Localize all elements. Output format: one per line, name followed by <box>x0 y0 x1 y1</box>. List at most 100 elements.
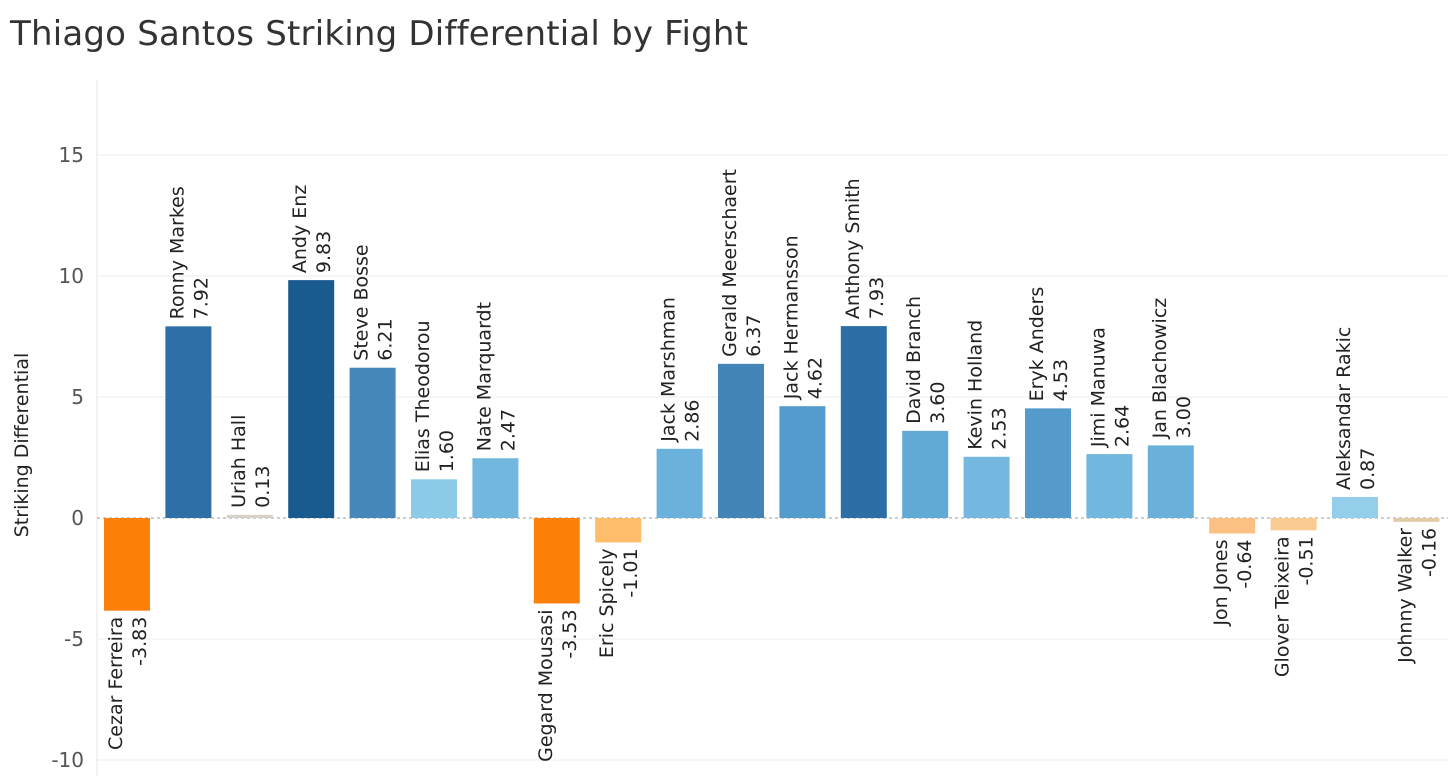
bar-value-label: 2.53 <box>989 407 1011 449</box>
bar-category-label: Cezar Ferreira <box>105 617 127 750</box>
bar-category-label: Elias Theodorou <box>412 320 434 472</box>
bar <box>1209 518 1256 534</box>
bar <box>1332 496 1378 518</box>
bar-label-group: Jack Hermansson 4.62 <box>780 235 826 400</box>
chart-title: Thiago Santos Striking Differential by F… <box>10 14 749 54</box>
bar-value-label: 0.13 <box>252 466 274 508</box>
y-tick-label: 10 <box>59 264 84 288</box>
bar-value-label: 4.53 <box>1050 359 1072 401</box>
bar <box>1270 518 1317 531</box>
y-tick-label: -10 <box>51 748 84 772</box>
bar-label-group: Glover Teixeira -0.51 <box>1272 536 1318 677</box>
bar-value-label: 9.83 <box>313 231 335 273</box>
bar-category-label: Jack Marshman <box>658 297 680 443</box>
bar-label-group: Anthony Smith 7.93 <box>842 178 888 319</box>
bar-label-group: Elias Theodorou 1.60 <box>412 320 458 472</box>
bar <box>1086 454 1133 518</box>
bar-value-label: 2.86 <box>682 399 704 441</box>
bar-label-group: Uriah Hall 0.13 <box>228 415 274 508</box>
bar-label-group: Gegard Mousasi -3.53 <box>535 609 581 761</box>
bar-category-label: Gegard Mousasi <box>535 609 557 761</box>
bar-label-group: Eric Spicely -1.01 <box>596 548 642 658</box>
bar-category-label: Glover Teixeira <box>1272 536 1294 677</box>
y-tick-label: 15 <box>59 143 84 167</box>
bar <box>656 448 703 518</box>
bar-value-label: -3.53 <box>559 609 581 658</box>
y-tick-label: 0 <box>71 506 84 530</box>
bar-value-label: 2.47 <box>497 409 519 451</box>
bar-label-group: Jack Marshman 2.86 <box>658 297 704 443</box>
bar-label-group: Jan Blachowicz 3.00 <box>1149 298 1195 440</box>
bar-value-label: 6.37 <box>743 315 765 357</box>
bar <box>472 458 519 518</box>
y-axis-ticks: 15 10 5 0 -5 -10 <box>51 143 84 772</box>
bar-category-label: Jimi Manuwa <box>1087 327 1109 448</box>
bar-category-label: Johnny Walker <box>1394 528 1416 664</box>
bar-value-label: 0.87 <box>1357 448 1379 490</box>
bar-value-label: -0.51 <box>1296 536 1318 585</box>
bar <box>533 518 580 604</box>
bar <box>288 280 335 518</box>
bar-value-label: -1.01 <box>620 548 642 597</box>
bar-category-label: Anthony Smith <box>842 178 864 319</box>
bar-category-label: Eric Spicely <box>596 548 618 658</box>
bar-category-label: Jon Jones <box>1210 539 1232 626</box>
bar <box>718 363 764 518</box>
bar <box>595 518 642 543</box>
bar-label-group: Johnny Walker -0.16 <box>1394 528 1440 664</box>
bar <box>1147 445 1194 518</box>
y-tick-label: -5 <box>64 627 84 651</box>
bar-label-group: Gerald Meerschaert 6.37 <box>719 169 765 357</box>
bar-category-label: Aleksandar Rakic <box>1333 327 1355 490</box>
bar <box>349 367 396 518</box>
bar-category-label: Gerald Meerschaert <box>719 169 741 357</box>
bar-category-label: Nate Marquardt <box>473 302 495 451</box>
bar-value-label: 6.21 <box>375 318 397 360</box>
bar <box>104 518 150 611</box>
bar-value-label: -0.16 <box>1418 528 1440 577</box>
bar <box>840 326 887 518</box>
bar-value-label: -0.64 <box>1234 539 1256 588</box>
bar-value-label: 7.92 <box>190 277 212 319</box>
bar-category-label: Jack Hermansson <box>780 235 802 400</box>
bar <box>963 456 1010 518</box>
bar-label-group: Steve Bosse 6.21 <box>351 244 397 360</box>
bar <box>779 406 826 518</box>
bar-value-label: 1.60 <box>436 430 458 472</box>
bar-category-label: Andy Enz <box>289 185 311 273</box>
bar-label-group: Nate Marquardt 2.47 <box>473 302 519 451</box>
bar-category-label: Eryk Anders <box>1026 287 1048 402</box>
bar-value-label: 4.62 <box>804 357 826 399</box>
bar-label-group: Aleksandar Rakic 0.87 <box>1333 327 1379 490</box>
bar-category-label: Steve Bosse <box>351 244 373 360</box>
bar <box>1393 518 1440 522</box>
bar-label-group: David Branch 3.60 <box>903 296 949 424</box>
bar <box>226 514 273 518</box>
bar-category-label: Kevin Holland <box>965 320 987 450</box>
bar-value-label: 3.60 <box>927 382 949 424</box>
bar <box>1025 408 1071 518</box>
bar-category-label: Jan Blachowicz <box>1149 298 1171 440</box>
bars <box>104 280 1440 611</box>
bar-label-group: Cezar Ferreira -3.83 <box>105 617 151 750</box>
y-axis-label: Striking Differential <box>11 353 33 538</box>
bar <box>902 430 949 518</box>
bar-label-group: Jon Jones -0.64 <box>1210 539 1256 626</box>
bar-value-label: -3.83 <box>129 617 151 666</box>
bar-value-label: 7.93 <box>866 277 888 319</box>
bar <box>411 479 457 518</box>
bar-value-label: 2.64 <box>1111 405 1133 447</box>
bar <box>165 326 212 518</box>
bar-label-group: Kevin Holland 2.53 <box>965 320 1011 450</box>
y-tick-label: 5 <box>71 385 84 409</box>
bar-category-label: Uriah Hall <box>228 415 250 508</box>
bar-label-group: Ronny Markes 7.92 <box>166 186 212 319</box>
bar-label-group: Eryk Anders 4.53 <box>1026 287 1072 402</box>
bar-value-label: 3.00 <box>1173 396 1195 438</box>
bar-labels: Cezar Ferreira -3.83 Ronny Markes 7.92 Uriah… <box>105 169 1440 762</box>
bar-label-group: Andy Enz 9.83 <box>289 185 335 273</box>
bar-category-label: Ronny Markes <box>166 186 188 319</box>
bar-label-group: Jimi Manuwa 2.64 <box>1087 327 1133 448</box>
bar-category-label: David Branch <box>903 296 925 424</box>
